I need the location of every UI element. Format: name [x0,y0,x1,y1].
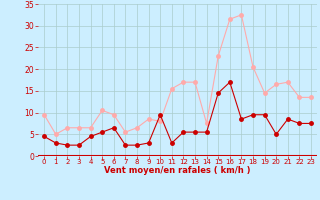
X-axis label: Vent moyen/en rafales ( km/h ): Vent moyen/en rafales ( km/h ) [104,166,251,175]
